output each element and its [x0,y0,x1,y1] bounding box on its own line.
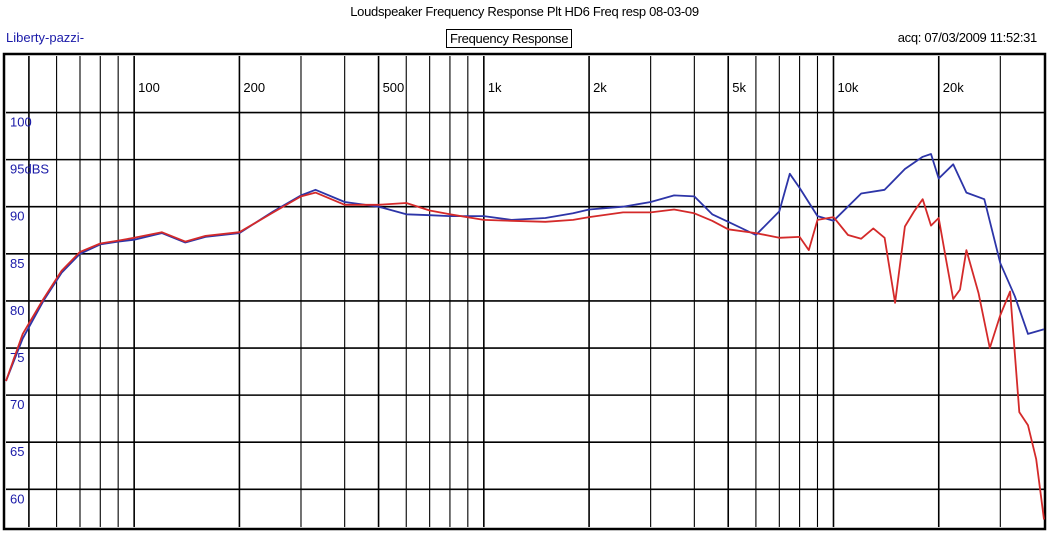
y-tick-label-65: 65 [10,444,24,459]
series-lines [5,153,1045,520]
x-tick-label-1k: 1k [488,80,502,95]
device-label: Liberty-pazzi- [6,30,85,45]
y-tick-label-90: 90 [10,209,24,224]
horizontal-gridlines [6,111,1044,491]
y-tick-label-60: 60 [10,491,24,506]
series-line-red [5,191,1045,520]
x-tick-label-100: 100 [138,80,160,95]
chart-title: Loudspeaker Frequency Response Plt HD6 F… [350,4,699,19]
y-tick-label-100: 100 [10,115,32,130]
y-tick-label-85: 85 [10,256,24,271]
x-tick-label-200: 200 [243,80,265,95]
minor-gridlines [56,56,1001,527]
y-tick-label-70: 70 [10,397,24,412]
frequency-response-chart: 100 200 500 1k 2k 5k 10k 20k 10095dBS9085807570… [2,52,1047,531]
x-tick-label-2k: 2k [593,80,607,95]
plot-type-button[interactable]: Frequency Response [446,29,573,48]
x-tick-label-20k: 20k [943,80,964,95]
acquisition-timestamp: acq: 07/03/2009 11:52:31 [897,30,1038,45]
x-tick-label-10k: 10k [837,80,858,95]
plot-frame [2,52,1047,531]
x-tick-label-500: 500 [383,80,405,95]
y-tick-label-80: 80 [10,303,24,318]
major-gridlines [28,56,940,527]
x-tick-label-5k: 5k [732,80,746,95]
x-tick-labels: 100 200 500 1k 2k 5k 10k 20k [138,80,964,95]
y-tick-label-95: 95dBS [10,162,49,177]
